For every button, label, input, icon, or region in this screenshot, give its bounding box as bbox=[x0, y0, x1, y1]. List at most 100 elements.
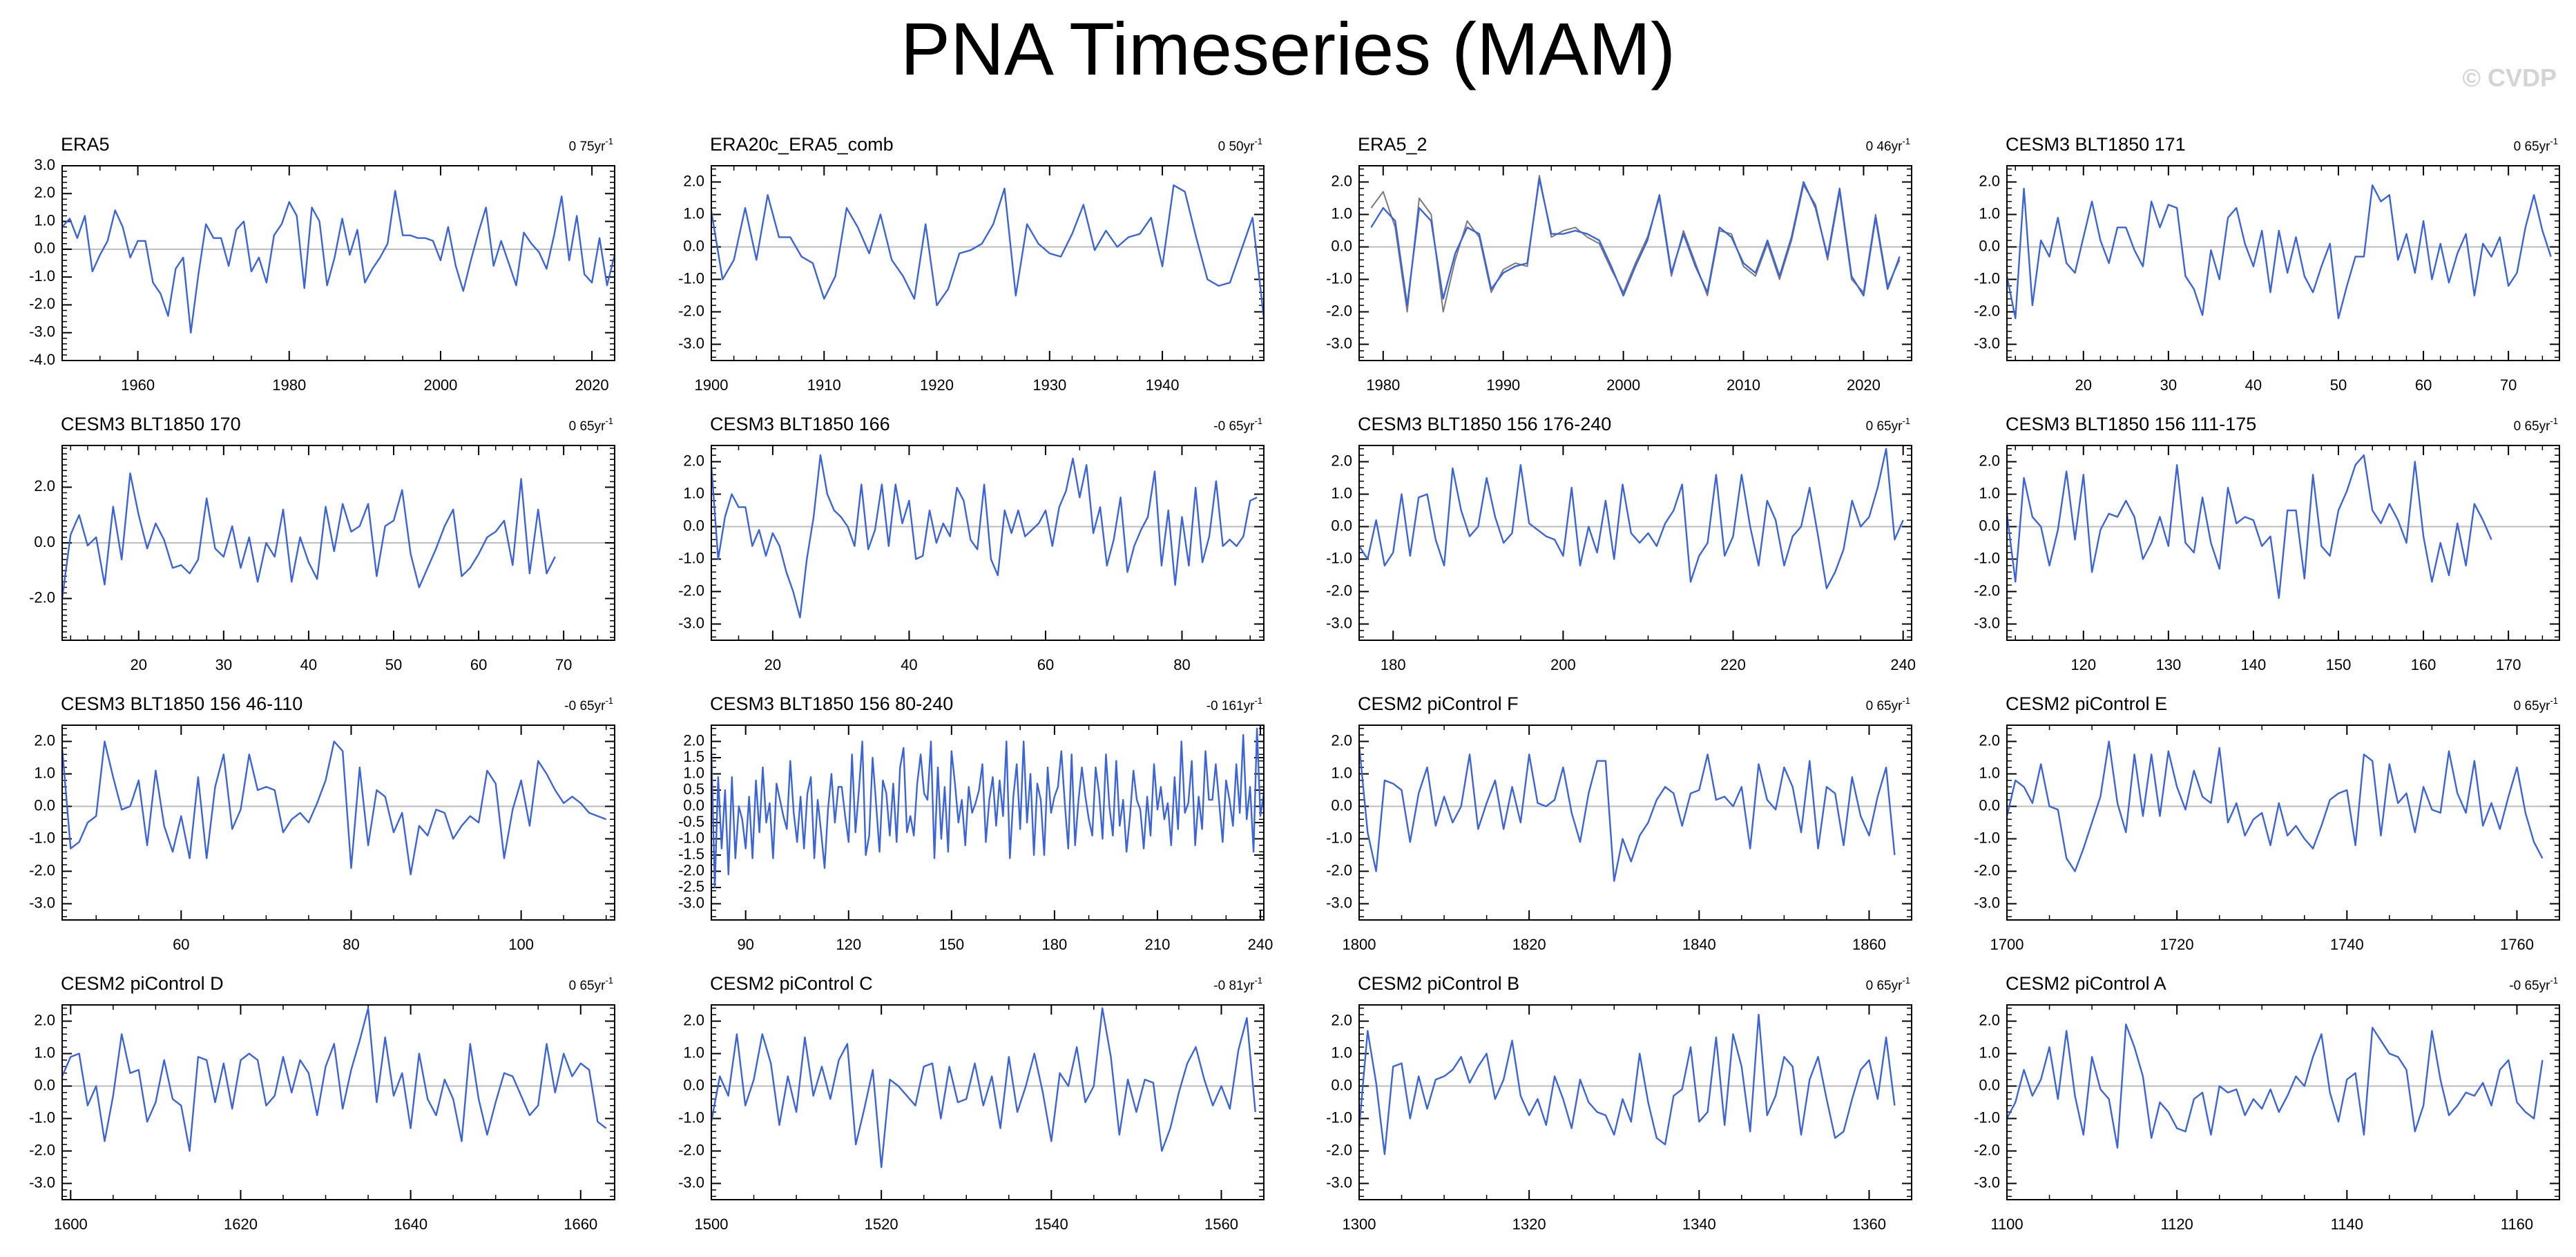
ytick-label: 1.5 bbox=[683, 748, 704, 765]
ytick-label: 1.0 bbox=[683, 484, 704, 501]
ytick-label: -3.0 bbox=[29, 894, 55, 911]
ytick-label: 0.0 bbox=[1331, 237, 1352, 254]
panel-title: CESM3 BLT1850 171 bbox=[2006, 134, 2186, 155]
xtick-label: 1360 bbox=[1852, 1216, 1886, 1233]
ytick-label: 0.5 bbox=[683, 780, 704, 798]
ytick-label: 1.0 bbox=[1979, 484, 2000, 501]
ytick-label: 1.0 bbox=[1979, 1044, 2000, 1061]
xtick-label: 60 bbox=[173, 936, 189, 953]
ytick-label: 2.0 bbox=[1979, 452, 2000, 469]
xtick-label: 60 bbox=[1037, 656, 1054, 673]
series-line bbox=[62, 1007, 607, 1152]
plot-frame bbox=[2006, 725, 2560, 921]
series-line bbox=[711, 454, 1258, 619]
trend-label: 0 50yr-1 bbox=[1218, 136, 1262, 154]
trend-label: 0 65yr-1 bbox=[569, 416, 613, 434]
panel-title: CESM2 piControl F bbox=[1358, 693, 1519, 714]
xtick-label: 50 bbox=[2330, 376, 2347, 394]
chart-panel: CESM3 BLT1850 156 111-175 0 65yr-1 2.0 1.0 0… bbox=[1974, 414, 2560, 673]
ytick-label: 2.0 bbox=[683, 731, 704, 749]
xtick-label: 2020 bbox=[1847, 376, 1881, 394]
xtick-label: 240 bbox=[1890, 656, 1916, 673]
series-line bbox=[2007, 454, 2492, 599]
ytick-label: 1.0 bbox=[1331, 1044, 1352, 1061]
panel-title: ERA20c_ERA5_comb bbox=[710, 134, 894, 155]
ytick-label: 1.0 bbox=[683, 764, 704, 781]
chart-panel: CESM2 piControl C -0 81yr-1 2.0 1.0 0.0 -1.0 -… bbox=[678, 973, 1265, 1233]
xtick-label: 1120 bbox=[2160, 1216, 2193, 1233]
ytick-label: -2.0 bbox=[1974, 302, 2000, 319]
chart-panel: CESM3 BLT1850 156 46-110 -0 65yr-1 2.0 1.0 0… bbox=[29, 693, 615, 953]
series-line bbox=[711, 1007, 1256, 1169]
chart-panel: CESM3 BLT1850 166 -0 65yr-1 2.0 1.0 0.0 -1.0 -… bbox=[678, 414, 1265, 673]
series-line bbox=[1359, 745, 1896, 882]
chart-panel: CESM2 piControl E 0 65yr-1 2.0 1.0 0.0 -1.0 -2… bbox=[1974, 693, 2560, 953]
trend-label: 0 65yr-1 bbox=[2514, 136, 2558, 154]
plot-frame bbox=[2006, 165, 2560, 361]
panel-title: CESM3 BLT1850 156 111-175 bbox=[2006, 414, 2256, 434]
xtick-label: 140 bbox=[2241, 656, 2267, 673]
xtick-label: 60 bbox=[2415, 376, 2432, 394]
series-line bbox=[2007, 1023, 2544, 1149]
xtick-label: 1600 bbox=[54, 1216, 88, 1233]
trend-label: 0 75yr-1 bbox=[569, 136, 613, 154]
ytick-label: 0.0 bbox=[683, 1076, 704, 1093]
xtick-label: 50 bbox=[385, 656, 402, 673]
trend-exponent: -1 bbox=[2550, 695, 2558, 706]
xtick-label: 1560 bbox=[1204, 1216, 1238, 1233]
ytick-label: -1.0 bbox=[1326, 269, 1352, 287]
xtick-label: 120 bbox=[2070, 656, 2096, 673]
plot-frame bbox=[1358, 445, 1912, 641]
ytick-label: 1.0 bbox=[1331, 764, 1352, 781]
ytick-label: -1.0 bbox=[29, 829, 55, 846]
plot-frame bbox=[61, 165, 615, 361]
ytick-label: -0.5 bbox=[678, 813, 704, 830]
trend-exponent: -1 bbox=[1902, 136, 1910, 146]
plot-frame bbox=[2006, 1004, 2560, 1200]
ytick-label: 0.0 bbox=[1979, 517, 2000, 534]
ytick-label: 0.0 bbox=[1979, 796, 2000, 814]
trend-exponent: -1 bbox=[1902, 416, 1910, 426]
xtick-label: 1820 bbox=[1512, 936, 1546, 953]
chart-panel: CESM3 BLT1850 171 0 65yr-1 2.0 1.0 0.0 -1.0 -2… bbox=[1974, 134, 2560, 394]
xtick-label: 1910 bbox=[807, 376, 841, 394]
ytick-label: -3.0 bbox=[1326, 614, 1352, 631]
plot-frame bbox=[1358, 165, 1912, 361]
panel-title: CESM2 piControl B bbox=[1358, 973, 1519, 994]
xtick-label: 1160 bbox=[2501, 1216, 2533, 1233]
ytick-label: 2.0 bbox=[1979, 731, 2000, 749]
xtick-label: 1660 bbox=[564, 1216, 597, 1233]
trend-exponent: -1 bbox=[2550, 975, 2558, 986]
ytick-label: -2.0 bbox=[1326, 582, 1352, 599]
trend-exponent: -1 bbox=[2550, 416, 2558, 426]
series-line bbox=[62, 472, 556, 599]
xtick-label: 1620 bbox=[224, 1216, 258, 1233]
trend-exponent: -1 bbox=[605, 416, 613, 426]
xtick-label: 80 bbox=[1173, 656, 1190, 673]
ytick-label: -3.0 bbox=[1326, 894, 1352, 911]
xtick-label: 1100 bbox=[1990, 1216, 2023, 1233]
xtick-label: 1980 bbox=[272, 376, 306, 394]
ytick-label: 0.0 bbox=[34, 533, 55, 550]
series-line bbox=[2007, 740, 2544, 872]
series-line bbox=[1359, 1013, 1896, 1155]
xtick-label: 30 bbox=[2160, 376, 2177, 394]
trend-exponent: -1 bbox=[1902, 695, 1910, 706]
ytick-label: 1.0 bbox=[1979, 204, 2000, 222]
xtick-label: 130 bbox=[2155, 656, 2181, 673]
plot-frame bbox=[61, 1004, 615, 1200]
series-line bbox=[62, 740, 607, 876]
chart-panel: CESM3 BLT1850 156 176-240 0 65yr-1 2.0 1.0 0… bbox=[1326, 414, 1916, 673]
panel-title: CESM3 BLT1850 156 80-240 bbox=[710, 693, 953, 714]
chart-panel: ERA20c_ERA5_comb 0 50yr-1 2.0 1.0 0.0 -1.0 -2.… bbox=[678, 134, 1265, 394]
ytick-label: 1.0 bbox=[683, 1044, 704, 1061]
ytick-label: -1.0 bbox=[678, 829, 704, 846]
ytick-label: -3.0 bbox=[678, 614, 704, 631]
xtick-label: 1800 bbox=[1343, 936, 1376, 953]
xtick-label: 240 bbox=[1248, 936, 1273, 953]
xtick-label: 1840 bbox=[1682, 936, 1716, 953]
ytick-label: -1.0 bbox=[1974, 829, 2000, 846]
xtick-label: 150 bbox=[939, 936, 964, 953]
plot-frame bbox=[61, 725, 615, 921]
